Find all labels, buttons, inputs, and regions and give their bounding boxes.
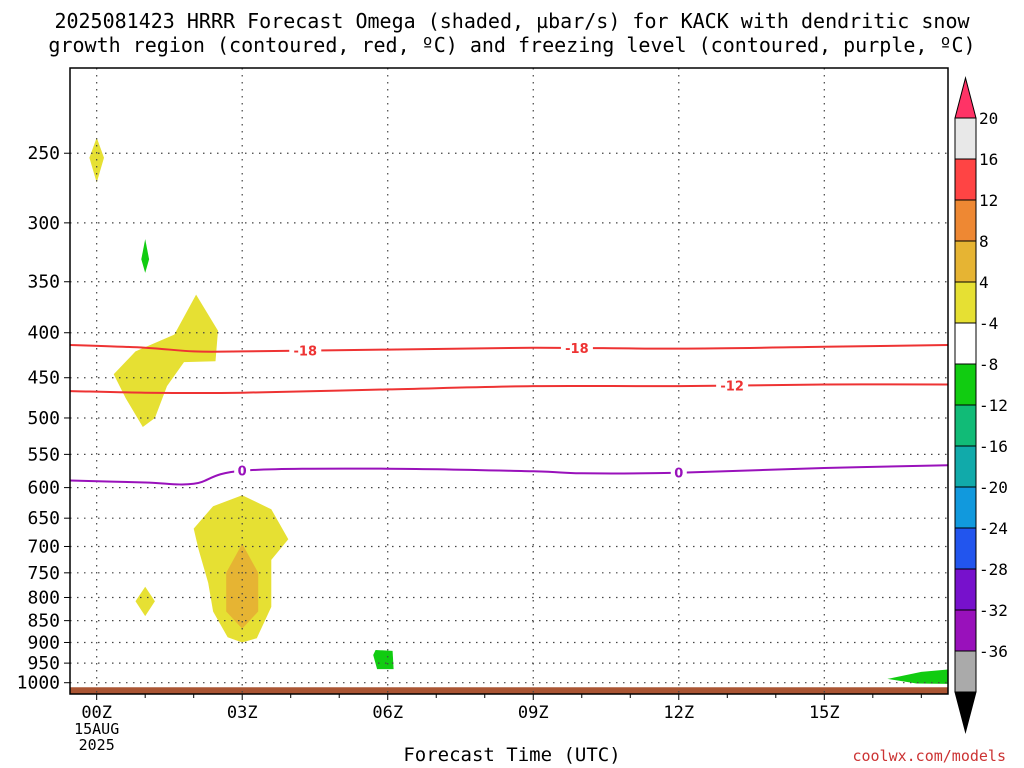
contour-label-bg-0-1 [560, 340, 593, 355]
colorbar-label-6: -8 [979, 355, 998, 374]
x-tick-label-03Z: 03Z [227, 703, 258, 723]
contour-label-bg-1-0 [716, 378, 749, 393]
contour-label-1-0: -12 [720, 380, 744, 395]
colorbar-box-1 [954, 117, 977, 160]
omega-shaded-region-2 [113, 294, 218, 427]
contour-label-0-0: -18 [294, 345, 318, 360]
colorbar-box-13 [954, 609, 977, 652]
credit-text: coolwx.com/models [852, 747, 1006, 765]
title-line-1: 2025081423 HRRR Forecast Omega (shaded, … [54, 9, 970, 33]
y-tick-label-950: 950 [27, 653, 60, 674]
colorbar-box-9 [954, 445, 977, 488]
colorbar-label-0: 20 [979, 109, 998, 128]
omega-shaded-region-6 [373, 650, 394, 670]
colorbar-label-8: -16 [979, 437, 1008, 456]
colorbar-box-3 [954, 199, 977, 242]
y-tick-label-350: 350 [27, 272, 60, 293]
x-axis-title: Forecast Time (UTC) [403, 744, 621, 766]
contour-line-2 [69, 464, 949, 486]
y-tick-label-650: 650 [27, 508, 60, 529]
y-tick-label-850: 850 [27, 611, 60, 632]
colorbar-label-11: -28 [979, 560, 1008, 579]
omega-shaded-region-1 [141, 239, 150, 273]
colorbar-box-10 [954, 486, 977, 529]
colorbar-box-12 [954, 568, 977, 611]
colorbar-label-10: -24 [979, 519, 1008, 538]
colorbar-label-3: 8 [979, 232, 989, 251]
x-tick-label-06Z: 06Z [372, 703, 403, 723]
title-line-2: growth region (contoured, red, ºC) and f… [48, 33, 976, 57]
x-tick-sublabel-year: 2025 [79, 736, 115, 754]
terrain-surface-bar [70, 687, 948, 694]
colorbar-label-12: -32 [979, 601, 1008, 620]
colorbar-label-2: 12 [979, 191, 998, 210]
contour-label-0-1: -18 [565, 342, 589, 357]
colorbar-label-13: -36 [979, 642, 1008, 661]
contour-line-0 [69, 344, 949, 353]
y-tick-label-250: 250 [27, 143, 60, 164]
colorbar-box-14 [954, 650, 977, 693]
colorbar-box-5 [954, 281, 977, 324]
contour-label-bg-2-1 [670, 465, 687, 480]
contour-label-2-0: 0 [238, 465, 247, 480]
y-tick-label-600: 600 [27, 478, 60, 499]
omega-shaded-region-7 [887, 669, 948, 684]
y-tick-label-750: 750 [27, 563, 60, 584]
colorbar-box-4 [954, 240, 977, 283]
x-tick-sublabel-date: 15AUG [74, 720, 119, 738]
plot-frame [69, 67, 949, 695]
omega-shaded-region-5 [135, 586, 155, 617]
y-tick-label-900: 900 [27, 632, 60, 653]
x-tick-label-15Z: 15Z [809, 703, 840, 723]
colorbar-label-9: -20 [979, 478, 1008, 497]
colorbar-label-4: 4 [979, 273, 989, 292]
colorbar-box-2 [954, 158, 977, 201]
y-tick-label-800: 800 [27, 587, 60, 608]
colorbar-label-7: -12 [979, 396, 1008, 415]
y-tick-label-400: 400 [27, 323, 60, 344]
x-tick-label-00Z: 00Z [81, 703, 112, 723]
colorbar-box-11 [954, 527, 977, 570]
colorbar-label-5: -4 [979, 314, 998, 333]
contour-label-2-1: 0 [674, 467, 683, 482]
colorbar-box-6 [954, 322, 977, 365]
x-tick-label-09Z: 09Z [518, 703, 549, 723]
y-tick-label-500: 500 [27, 408, 60, 429]
colorbar-label-1: 16 [979, 150, 998, 169]
colorbar-box-7 [954, 363, 977, 406]
y-tick-label-550: 550 [27, 444, 60, 465]
y-tick-label-300: 300 [27, 213, 60, 234]
colorbar-box-8 [954, 404, 977, 447]
y-tick-label-700: 700 [27, 536, 60, 557]
colorbar-bottom-arrow [954, 691, 977, 734]
contour-label-bg-2-0 [234, 463, 251, 478]
x-tick-label-12Z: 12Z [663, 703, 694, 723]
y-tick-label-450: 450 [27, 368, 60, 389]
contour-label-bg-0-0 [289, 343, 322, 358]
y-tick-label-1000: 1000 [17, 673, 60, 694]
contour-line-1 [69, 383, 949, 395]
colorbar-top-arrow [954, 76, 977, 119]
